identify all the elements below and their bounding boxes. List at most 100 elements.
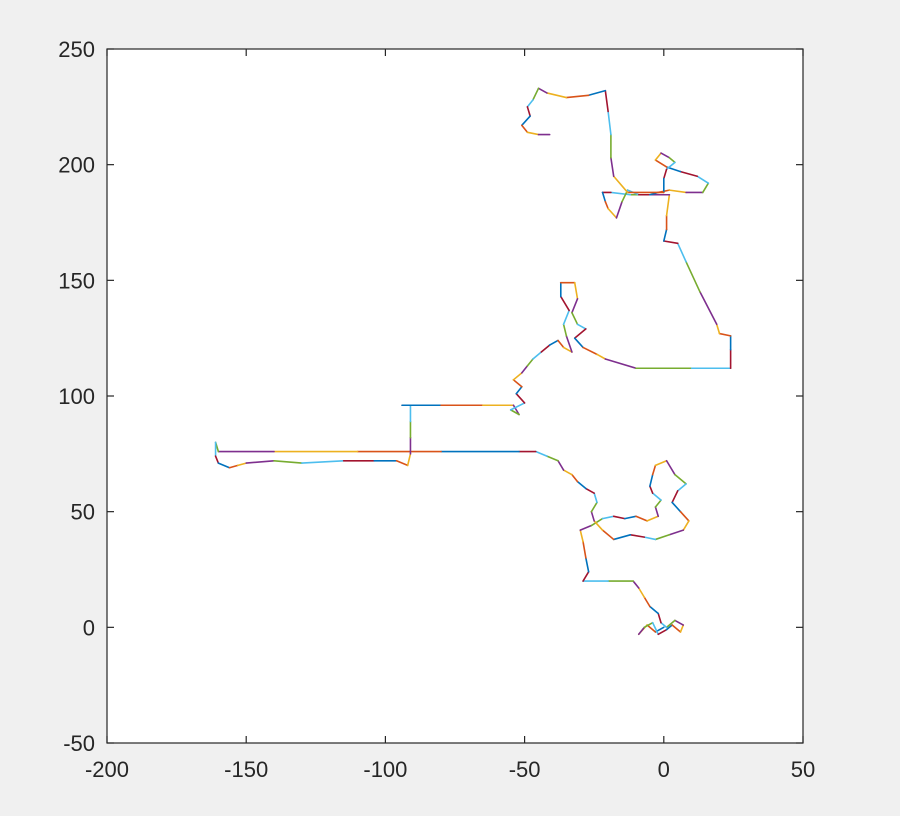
path-segment [590, 510, 596, 522]
path-segment [526, 131, 540, 136]
path-segment [671, 624, 682, 633]
path-segment [515, 392, 526, 404]
path-segment [562, 469, 573, 476]
path-segment [590, 517, 604, 527]
path-segment [718, 332, 732, 337]
path-segment [662, 240, 679, 245]
path-segment [579, 524, 593, 531]
path-segment [637, 626, 646, 636]
path-segment [521, 115, 531, 127]
path-segment [509, 402, 526, 411]
path-segment [587, 89, 607, 97]
path-segment [660, 621, 668, 629]
path-segment [612, 533, 632, 541]
path-segment [579, 529, 584, 543]
path-segment [526, 99, 534, 108]
path-segment [571, 473, 579, 483]
path-segment [662, 168, 668, 180]
path-segment [576, 480, 587, 490]
path-segment [715, 323, 721, 335]
path-segment [571, 311, 579, 326]
path-segment [576, 323, 587, 330]
path-segment [532, 87, 540, 101]
path-segment [512, 372, 523, 381]
path-segment [701, 182, 710, 194]
path-segment [557, 459, 565, 471]
path-segment [668, 156, 676, 164]
path-segment [637, 587, 646, 599]
path-segment [654, 152, 662, 161]
path-segment [671, 501, 682, 513]
path-segment [654, 533, 671, 541]
y-tick-label: 0 [83, 615, 95, 640]
path-segment [649, 485, 654, 494]
path-segment [657, 612, 662, 624]
path-segment [674, 619, 685, 626]
path-segment [557, 339, 565, 349]
path-segment [214, 455, 220, 464]
path-segment [395, 459, 409, 467]
path-segment [512, 379, 523, 388]
path-segment [615, 200, 623, 219]
path-segment [624, 515, 637, 520]
y-tick-label: 50 [71, 500, 95, 525]
path-segment [573, 281, 579, 300]
path-segment [537, 87, 548, 94]
path-segment [573, 337, 584, 349]
path-segment [565, 335, 573, 353]
path-segment [604, 200, 609, 210]
path-segment [668, 529, 685, 536]
path-segment [559, 295, 570, 312]
path-segment [521, 124, 529, 134]
path-segment [509, 409, 520, 416]
path-segment [582, 571, 590, 582]
path-segment [643, 621, 654, 629]
x-tick-label: -150 [224, 757, 268, 782]
path-segment [665, 619, 676, 629]
path-segment [228, 464, 239, 469]
path-segment [601, 515, 615, 520]
path-segment [548, 339, 559, 346]
path-segment [679, 510, 690, 522]
path-segment [593, 492, 598, 504]
path-segment [660, 152, 671, 159]
path-segment [590, 501, 598, 513]
path-segment [671, 490, 679, 504]
path-segment [610, 156, 615, 178]
path-segment [643, 536, 657, 541]
y-tick-label: 100 [58, 384, 95, 409]
path-segment [601, 529, 615, 541]
axis-ticks [106, 48, 804, 744]
path-segment [585, 487, 596, 494]
path-segment [696, 175, 710, 184]
path-segment [532, 351, 543, 360]
path-segment [612, 515, 626, 520]
path-segment [596, 353, 607, 360]
path-segment [593, 520, 604, 531]
x-tick-label: -100 [363, 757, 407, 782]
path-segment [654, 459, 668, 467]
path-segment [629, 533, 646, 538]
path-segment [646, 515, 660, 522]
path-segment [654, 159, 668, 168]
path-segment [649, 473, 654, 488]
path-segment [546, 455, 559, 462]
path-segment [635, 515, 648, 522]
path-segment [406, 453, 412, 467]
path-segment [649, 605, 660, 615]
path-segment [573, 328, 587, 339]
path-segment [565, 94, 590, 99]
path-segment [651, 492, 662, 501]
path-segment [665, 161, 676, 171]
path-segment [668, 189, 687, 194]
path-segment [665, 193, 671, 217]
path-segment [217, 462, 231, 469]
x-tick-label: -50 [509, 757, 541, 782]
path-segment [562, 309, 570, 326]
path-segment [643, 596, 651, 608]
x-tick-label: 0 [658, 757, 670, 782]
path-segment [674, 473, 687, 485]
path-segment [607, 110, 612, 136]
y-tick-label: -50 [63, 731, 95, 756]
